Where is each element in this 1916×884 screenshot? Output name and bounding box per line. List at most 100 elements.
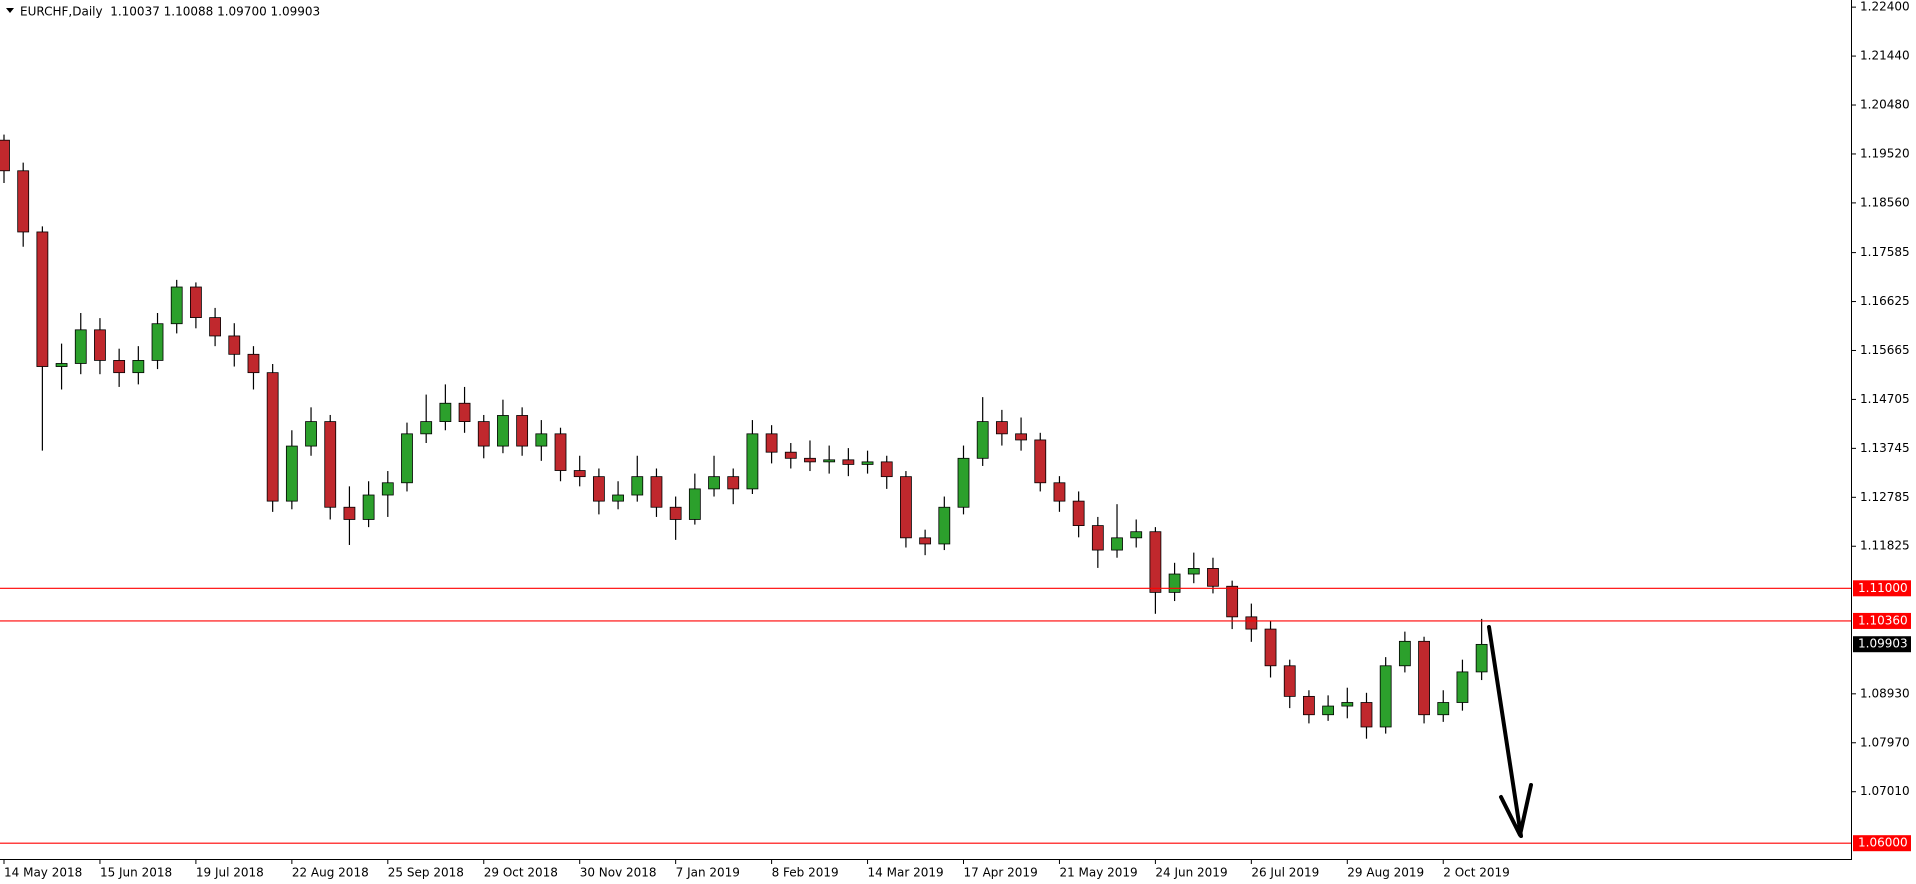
candle-body — [1398, 640, 1411, 667]
candle-body — [631, 476, 644, 496]
candle-body — [1418, 640, 1430, 716]
candle-body — [343, 506, 356, 520]
level-label-box — [1853, 580, 1911, 597]
candle-body — [842, 459, 855, 465]
candle-body — [189, 286, 202, 319]
candle-body — [861, 461, 874, 465]
y-tick-label: 1.13745 — [1860, 441, 1910, 455]
y-tick-label: 1.07010 — [1860, 784, 1910, 798]
candle-body — [1111, 537, 1123, 551]
x-tick-label: 25 Sep 2018 — [388, 866, 464, 880]
candle-body — [497, 415, 509, 447]
y-tick-label: 1.17585 — [1860, 245, 1910, 259]
candle-body — [1072, 500, 1085, 526]
candle-body — [900, 476, 912, 539]
candle-body — [458, 402, 471, 422]
candle-body — [0, 139, 10, 172]
candle-body — [1149, 531, 1162, 593]
menu-triangle[interactable] — [6, 8, 14, 13]
y-tick-label: 1.08930 — [1860, 686, 1910, 700]
candle-body — [1303, 695, 1315, 716]
candle-body — [1456, 671, 1469, 703]
y-tick-label: 1.16625 — [1860, 294, 1910, 308]
candle-body — [1379, 665, 1392, 728]
candle-body — [17, 170, 30, 233]
down-arrow — [1487, 625, 1533, 838]
candle-body — [132, 360, 145, 374]
x-tick-label: 21 May 2019 — [1059, 866, 1137, 880]
candle-body — [1034, 439, 1047, 484]
level-label: 1.11000 — [1858, 581, 1908, 595]
y-tick-label: 1.21440 — [1860, 49, 1910, 63]
candle-body — [919, 537, 932, 545]
candle-body — [74, 329, 87, 364]
candle-body — [554, 433, 567, 471]
candle-body — [1053, 482, 1066, 502]
candle-body — [727, 476, 740, 490]
candle-body — [1187, 568, 1200, 575]
x-tick-label: 22 Aug 2018 — [292, 866, 369, 880]
x-tick-label: 24 Jun 2019 — [1155, 866, 1227, 880]
candle-body — [976, 421, 989, 459]
candle-body — [420, 421, 433, 435]
x-tick-label: 7 Jan 2019 — [676, 866, 740, 880]
x-tick-label: 14 Mar 2019 — [868, 866, 944, 880]
level-label: 1.10360 — [1858, 613, 1908, 627]
candle-body — [746, 433, 759, 490]
candle-body — [1226, 585, 1239, 618]
y-tick-label: 1.22400 — [1860, 0, 1910, 14]
candle-body — [708, 476, 720, 490]
candle-body — [535, 433, 548, 447]
level-label-box — [1853, 835, 1911, 852]
candle-body — [650, 476, 663, 508]
candle-body — [765, 433, 778, 453]
y-tick-label: 1.14705 — [1860, 392, 1910, 406]
candle-body — [94, 329, 106, 361]
candle-body — [228, 335, 241, 355]
y-tick-label: 1.15665 — [1860, 343, 1910, 357]
candle-body — [1264, 628, 1277, 667]
candle-body — [209, 317, 221, 337]
candle-body — [880, 461, 893, 478]
candle-body — [688, 488, 701, 520]
candle-body — [995, 421, 1008, 435]
candle-body — [1437, 702, 1450, 716]
candle-body — [1283, 665, 1296, 697]
candle-body — [957, 457, 970, 508]
y-tick-label: 1.19520 — [1860, 146, 1910, 160]
x-tick-label: 15 Jun 2018 — [100, 866, 172, 880]
candle-body — [1475, 643, 1488, 673]
candle-body — [1207, 568, 1219, 587]
candle-body — [55, 363, 68, 367]
y-tick-label: 1.12785 — [1860, 490, 1910, 504]
candle-body — [151, 323, 164, 361]
candle-body — [266, 372, 279, 502]
candle-body — [1322, 705, 1335, 716]
candle-body — [1245, 616, 1258, 630]
candle-body — [669, 506, 682, 520]
x-tick-label: 17 Apr 2019 — [964, 866, 1038, 880]
x-tick-label: 30 Nov 2018 — [580, 866, 657, 880]
candle-body — [36, 231, 49, 367]
candle-body — [573, 470, 586, 478]
y-tick-label: 1.07970 — [1860, 735, 1910, 749]
x-tick-label: 26 Jul 2019 — [1251, 866, 1319, 880]
x-tick-label: 2 Oct 2019 — [1443, 866, 1510, 880]
level-label: 1.06000 — [1858, 836, 1908, 850]
candle-body — [938, 506, 951, 545]
candle-body — [823, 459, 836, 463]
last-price-box — [1853, 636, 1911, 653]
last-price-label: 1.09903 — [1858, 637, 1908, 651]
candle-body — [477, 421, 490, 447]
candle-body — [439, 402, 452, 422]
candle-body — [1015, 433, 1027, 441]
y-tick-label: 1.18560 — [1860, 195, 1910, 209]
x-tick-label: 8 Feb 2019 — [772, 866, 839, 880]
y-tick-label: 1.20480 — [1860, 98, 1910, 112]
candle-body — [804, 457, 816, 463]
candle-body — [381, 482, 394, 496]
candle-body — [113, 360, 126, 374]
candle-body — [1341, 702, 1354, 707]
candle-body — [324, 421, 337, 508]
